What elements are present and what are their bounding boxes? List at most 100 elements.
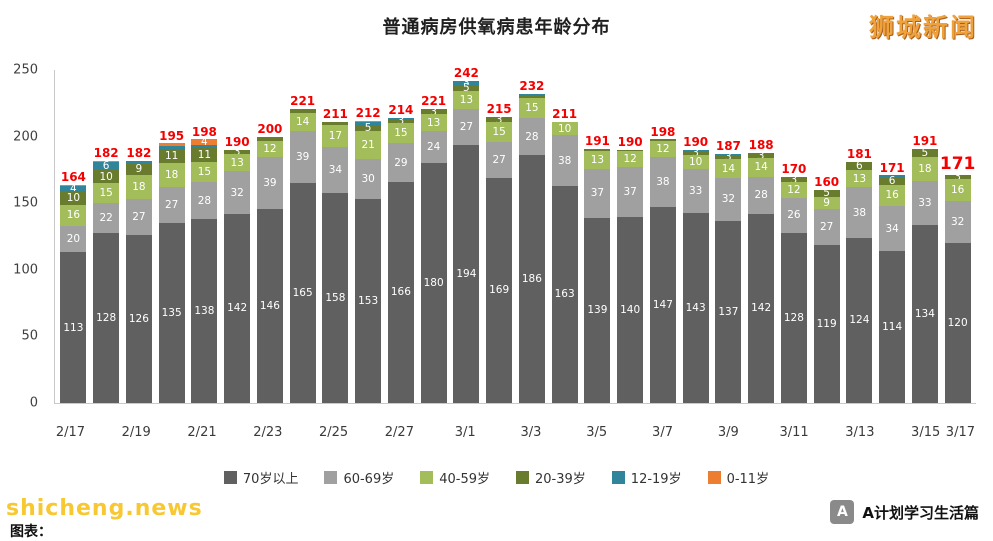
segment-70岁以上: 158 [322,192,349,403]
chart-area: 0 50 100 150 200 250 164 4 10 16 20 113 182 6 10 15 22 1… [0,64,993,440]
chart-caption: 图表： [10,524,52,540]
x-tick-label: 2/21 [187,425,217,440]
stacked-bar-3/13: 6 13 38 124 [846,161,873,403]
stacked-bar-2/23: 12 39 146 [256,136,283,403]
total-label: 211 [552,107,578,122]
segment-40-59岁: 15 [486,121,513,142]
segment-12-19岁 [486,116,513,118]
legend-label: 12-19岁 [630,472,682,487]
bar-slot-3/13: 181 6 13 38 124 [843,148,876,403]
x-tick-label: 2/25 [318,425,349,440]
total-label: 221 [290,94,316,109]
legend-label: 60-69岁 [343,472,395,487]
segment-20-39岁: 5 [355,123,382,133]
segment-60-69岁: 27 [453,108,480,145]
segment-70岁以上: 186 [518,155,545,403]
segment-value-label: 24 [426,141,441,154]
segment-value-label: 3 [692,147,699,160]
segment-value-label: 16 [66,208,81,221]
segment-value-label: 12 [787,183,801,196]
segment-value-label: 142 [751,302,772,315]
x-tick-label: 3/11 [779,425,809,440]
legend: 70岁以上 60-69岁 40-59岁 20-39岁 12-19岁 0-11岁 [0,468,993,487]
segment-12-19岁 [256,136,283,138]
x-tick-label: 3/7 [652,425,673,440]
segment-value-label: 13 [230,156,244,169]
segment-value-label: 128 [783,311,804,324]
watermark-shicheng-news: shicheng.news [6,496,203,521]
bar-slot-2/21: 198 4 11 15 28 138 [188,126,221,403]
segment-value-label: 13 [590,153,605,166]
segment-0-11岁 [93,160,120,162]
segment-40-59岁: 16 [60,204,87,226]
segment-value-label: 27 [819,220,834,233]
segment-value-label: 165 [292,286,313,299]
segment-40-59岁: 12 [256,140,283,157]
segment-20-39岁: 6 [846,161,873,171]
credit-text: A计划学习生活篇 [862,503,979,522]
segment-40-59岁: 18 [158,163,185,188]
segment-value-label: 3 [495,113,503,126]
segment-40-59岁: 9 [813,196,840,209]
x-tick-label: 3/5 [586,425,608,440]
segment-70岁以上: 146 [256,208,283,403]
segment-60-69岁: 20 [60,225,87,253]
stacked-bar-2/22: 3 13 32 142 [224,147,251,403]
legend-label: 0-11岁 [726,472,770,487]
legend-item-0-11岁: 0-11岁 [707,468,770,487]
segment-value-label: 10 [557,122,572,135]
segment-70岁以上: 126 [125,235,152,403]
segment-40-59岁: 14 [715,159,742,178]
segment-value-label: 139 [587,304,608,317]
segment-value-label: 12 [263,142,277,155]
stacked-bar-3/9: 3 14 32 137 [715,152,742,403]
bar-slot-2/28: 221 3 13 24 180 [417,95,450,403]
segment-20-39岁: 6 [879,175,906,185]
total-label: 200 [257,122,283,137]
legend-item-70岁以上: 70岁以上 [223,468,299,487]
segment-70岁以上: 134 [911,224,938,403]
segment-70岁以上: 137 [715,220,742,403]
x-tick-label: 3/13 [845,425,875,440]
stacked-bar-3/7: 12 38 147 [649,139,676,403]
stacked-bar-2/26: 5 21 30 153 [355,120,382,403]
segment-value-label: 13 [459,93,474,106]
segment-value-label: 33 [918,196,932,209]
segment-value-label: 180 [423,276,444,289]
segment-60-69岁: 37 [584,168,611,218]
segment-value-label: 28 [525,130,539,143]
segment-12-19岁 [748,152,775,154]
segment-40-59岁: 15 [387,123,414,144]
segment-value-label: 119 [816,317,837,330]
segment-20-39岁 [289,110,316,113]
segment-60-69岁: 38 [551,135,578,186]
bar-slot-3/15: 191 5 18 33 134 [909,135,942,403]
segment-60-69岁: 33 [911,180,938,225]
segment-value-label: 37 [590,186,605,199]
segment-40-59岁: 17 [322,124,349,148]
bar-slot-2/23: 200 12 39 146 [254,123,287,403]
x-axis: 2/17 2/19 2/21 2/23 2/25 2/27 3/1 3/3 3/5 3/7 3/9 3… [54,411,975,440]
segment-70岁以上: 143 [682,212,709,403]
segment-20-39岁: 3 [715,152,742,162]
segment-value-label: 128 [96,311,117,324]
bar-slot-3/3: 232 15 28 186 [516,80,549,403]
segment-40-59岁: 21 [355,131,382,160]
legend-label: 70岁以上 [242,472,299,487]
segment-12-19岁 [191,144,218,148]
segment-value-label: 143 [685,301,706,314]
segment-20-39岁 [256,137,283,141]
segment-value-label: 27 [459,120,474,133]
segment-value-label: 27 [492,153,506,166]
segment-value-label: 120 [947,316,968,329]
segment-70岁以上: 163 [551,185,578,403]
segment-value-label: 12 [656,142,670,155]
segment-value-label: 12 [623,153,637,166]
total-label: 232 [519,79,545,94]
segment-70岁以上: 140 [617,216,644,403]
segment-value-label: 5 [921,147,929,160]
bar-slot-2/25: 211 17 34 158 [319,108,352,403]
segment-60-69岁: 28 [191,181,218,220]
stacked-bar-2/25: 17 34 158 [322,121,349,403]
segment-70岁以上: 153 [355,199,382,403]
